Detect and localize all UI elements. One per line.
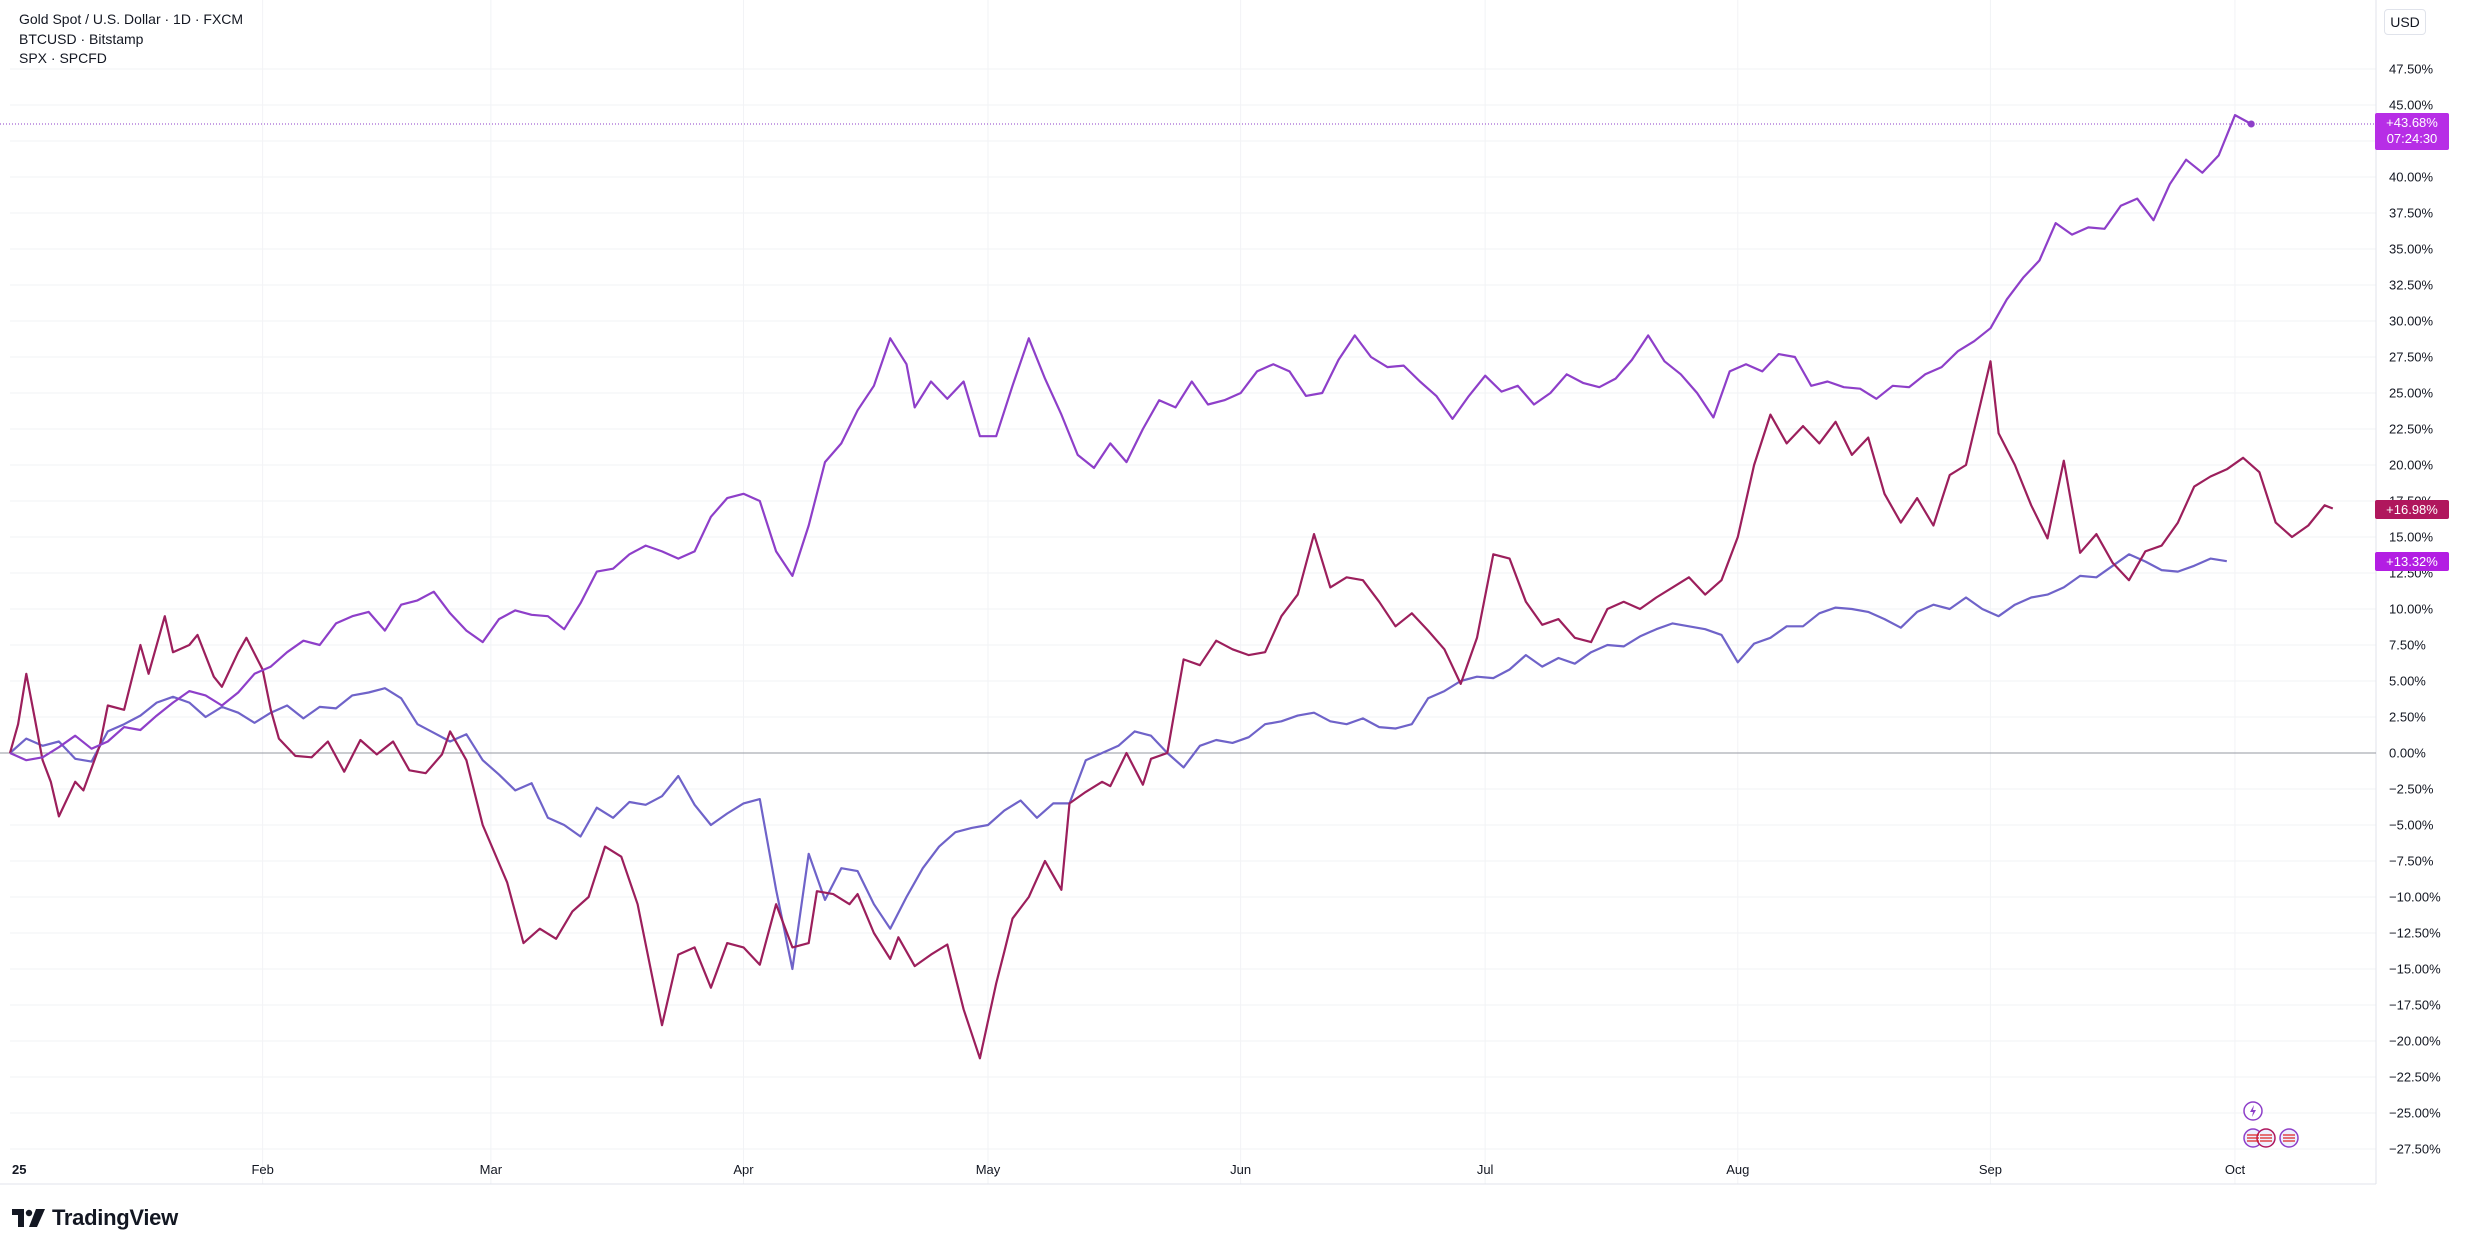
y-tick-label: 20.00% [2389,458,2434,473]
us-flag-icon [2247,1134,2295,1142]
axes [0,0,2377,1185]
y-tick-label: 7.50% [2389,638,2426,653]
series-line-spx[interactable] [9,553,2227,971]
x-tick-label: Sep [1979,1162,2002,1177]
y-tick-label: −15.00% [2389,962,2441,977]
y-tick-label: −12.50% [2389,926,2441,941]
x-tick-label: 25 [12,1162,26,1177]
y-tick-label: 40.00% [2389,170,2434,185]
series-lines[interactable] [8,114,2334,1060]
gold-price-badge [2375,113,2449,150]
y-tick-label: −27.50% [2389,1142,2441,1157]
y-tick-label: 47.50% [2389,62,2434,77]
event-icons[interactable] [2243,1101,2299,1148]
y-tick-label: 22.50% [2389,422,2434,437]
legend-item-spx[interactable]: SPX · SPCFD [19,50,107,66]
y-tick-label: 5.00% [2389,674,2426,689]
y-tick-label: 35.00% [2389,242,2434,257]
y-tick-label: −10.00% [2389,890,2441,905]
chart-legend[interactable]: Gold Spot / U.S. Dollar · 1D · FXCM BTCU… [19,10,243,69]
x-tick-label: Feb [251,1162,273,1177]
y-tick-label: −7.50% [2389,854,2434,869]
currency-selector[interactable]: USD [2384,9,2426,35]
gold-badge-countdown: 07:24:30 [2387,131,2438,146]
y-tick-label: 2.50% [2389,710,2426,725]
y-tick-label: 0.00% [2389,746,2426,761]
x-tick-label: Aug [1726,1162,1749,1177]
x-axis-tick-labels: 25 Feb Mar Apr May Jun Jul Aug Sep Oct [12,1162,2245,1177]
x-tick-label: Jul [1477,1162,1494,1177]
y-tick-label: 25.00% [2389,386,2434,401]
y-tick-label: 30.00% [2389,314,2434,329]
y-tick-label: 15.00% [2389,530,2434,545]
y-tick-label: −25.00% [2389,1106,2441,1121]
y-tick-label: 32.50% [2389,278,2434,293]
x-tick-label: Apr [733,1162,754,1177]
price-badges: +43.68% 07:24:30 +16.98% +13.32% [2375,113,2449,571]
x-tick-label: Oct [2225,1162,2246,1177]
tradingview-logo[interactable]: TradingView [12,1203,178,1233]
brand-name: TradingView [52,1205,178,1230]
series-line-btc[interactable] [8,360,2334,1060]
grid-lines [10,0,2376,1184]
y-tick-label: −22.50% [2389,1070,2441,1085]
y-tick-label: 45.00% [2389,98,2434,113]
y-axis-tick-labels: 47.50%45.00%42.50%40.00%37.50%35.00%32.5… [2389,62,2441,1157]
x-tick-label: May [976,1162,1001,1177]
y-tick-label: 10.00% [2389,602,2434,617]
y-tick-label: −17.50% [2389,998,2441,1013]
btc-price-badge [2375,500,2449,519]
x-tick-label: Mar [480,1162,503,1177]
bolt-icon [2250,1105,2256,1117]
legend-item-gold[interactable]: Gold Spot / U.S. Dollar · 1D · FXCM [19,11,244,27]
spx-price-badge [2375,552,2449,571]
y-tick-label: 27.50% [2389,350,2434,365]
y-tick-label: −5.00% [2389,818,2434,833]
y-tick-label: −2.50% [2389,782,2434,797]
series-line-gold[interactable] [9,114,2252,762]
spx-badge-value: +13.32% [2386,554,2438,569]
tradingview-logo-icon [12,1209,45,1227]
legend-item-btc[interactable]: BTCUSD · Bitstamp [19,30,144,47]
y-tick-label: −20.00% [2389,1034,2441,1049]
x-tick-label: Jun [1230,1162,1251,1177]
btc-badge-value: +16.98% [2386,502,2438,517]
y-tick-label: 37.50% [2389,206,2434,221]
gold-last-point [2247,120,2255,128]
gold-badge-value: +43.68% [2386,115,2438,130]
